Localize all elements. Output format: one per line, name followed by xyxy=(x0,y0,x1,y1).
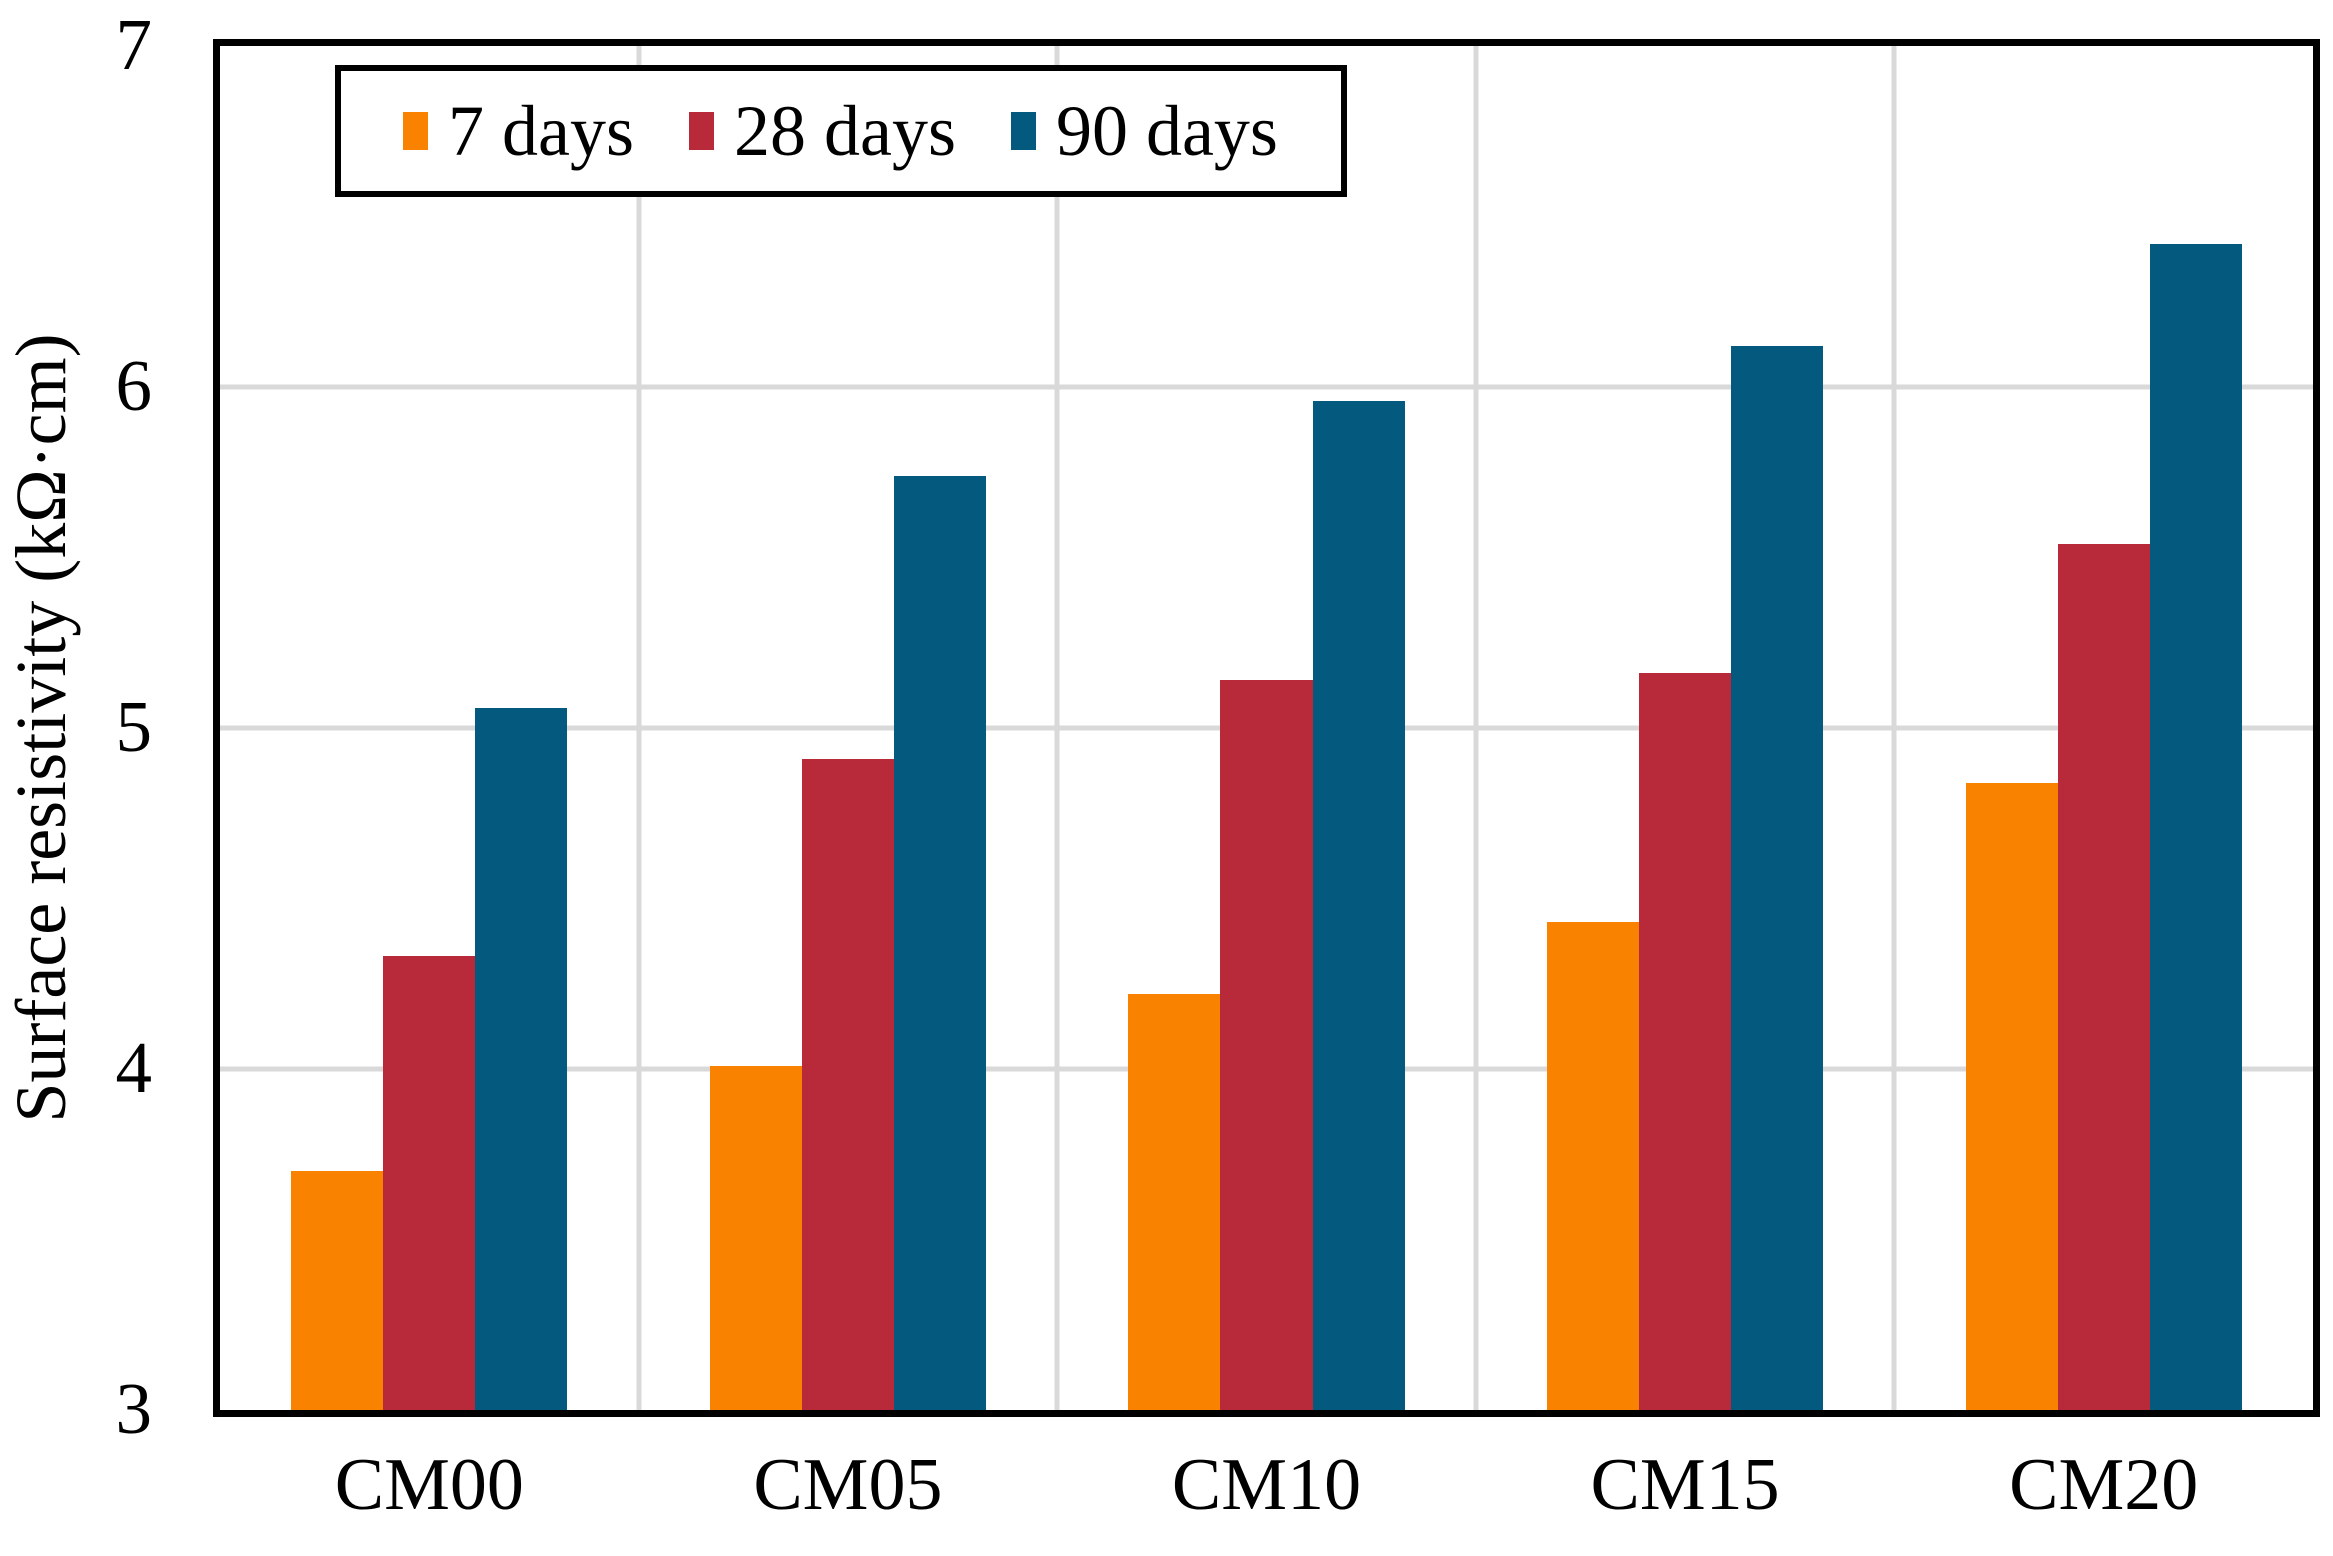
legend-item-7-days: 7 days xyxy=(403,95,634,167)
bar-CM15-7-days xyxy=(1546,922,1640,1410)
legend-label: 90 days xyxy=(1055,91,1278,171)
y-tick-label-4: 4 xyxy=(115,1027,153,1109)
bar-CM10-7-days xyxy=(1128,993,1221,1410)
x-tick-label-CM00: CM00 xyxy=(334,1444,524,1526)
plot-inner: 7 days 28 days 90 days xyxy=(220,46,2313,1410)
plot-area: 7 days 28 days 90 days xyxy=(213,39,2320,1417)
y-tick-label-5: 5 xyxy=(115,686,153,768)
legend-item-28-days: 28 days xyxy=(688,91,956,171)
y-tick-label-7: 7 xyxy=(115,4,153,86)
v-gridline-2 xyxy=(1054,46,1060,1410)
bar-CM00-7-days xyxy=(291,1171,384,1410)
y-axis-tick-labels: 3 4 5 6 7 xyxy=(0,0,153,1556)
bar-CM20-90-days xyxy=(2149,243,2242,1410)
bar-CM00-28-days xyxy=(383,956,476,1410)
bar-CM00-90-days xyxy=(475,707,568,1410)
bar-CM05-28-days xyxy=(801,758,894,1410)
bar-CM20-28-days xyxy=(2057,543,2150,1410)
bar-CM05-90-days xyxy=(893,475,987,1410)
h-gridline-6 xyxy=(220,384,2313,390)
v-gridline-1 xyxy=(636,46,642,1410)
y-tick-label-3: 3 xyxy=(115,1368,153,1450)
legend-label: 28 days xyxy=(733,91,956,171)
legend-items: 7 days 28 days 90 days xyxy=(403,95,1278,167)
bar-CM10-90-days xyxy=(1312,400,1405,1410)
bar-CM15-90-days xyxy=(1731,346,1824,1410)
legend-item-90-days: 90 days xyxy=(1010,91,1278,171)
bar-CM20-7-days xyxy=(1965,782,2058,1410)
v-gridline-3 xyxy=(1473,46,1479,1410)
bar-CM10-28-days xyxy=(1220,680,1313,1410)
legend-swatch-icon xyxy=(403,112,428,150)
legend: 7 days 28 days 90 days xyxy=(335,65,1347,197)
x-tick-label-CM10: CM10 xyxy=(1171,1444,1362,1526)
y-tick-label-6: 6 xyxy=(115,345,153,427)
bar-CM05-7-days xyxy=(709,1065,802,1410)
legend-label: 7 days xyxy=(448,91,634,171)
legend-swatch-icon xyxy=(688,112,714,150)
x-axis-tick-labels: CM00 CM05 CM10 CM15 CM20 xyxy=(220,1448,2313,1548)
legend-swatch-icon xyxy=(1010,112,1036,150)
v-gridline-4 xyxy=(1891,46,1897,1410)
x-tick-label-CM05: CM05 xyxy=(753,1444,943,1526)
x-tick-label-CM15: CM15 xyxy=(1590,1444,1780,1526)
bar-CM15-28-days xyxy=(1639,673,1732,1410)
x-tick-label-CM20: CM20 xyxy=(2009,1444,2199,1526)
